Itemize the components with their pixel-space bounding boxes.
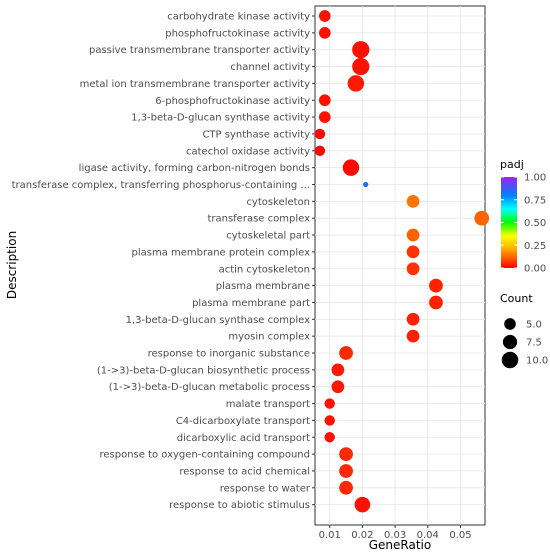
data-point (429, 278, 443, 293)
x-tick-label: 0.04 (417, 530, 439, 541)
data-point (352, 41, 370, 59)
data-point (318, 111, 331, 123)
data-point (318, 27, 331, 39)
size-legend-label: 10.0 (526, 356, 548, 367)
data-points (314, 10, 490, 513)
y-tick-label: plasma membrane (216, 281, 310, 292)
y-tick-label: 1,3-beta-D-glucan synthase activity (131, 113, 310, 124)
y-tick-label: cytoskeleton (246, 197, 310, 208)
y-tick-label: passive transmembrane transporter activi… (89, 45, 310, 56)
y-axis-title: Description (5, 231, 19, 299)
x-tick-label: 0.01 (319, 530, 341, 541)
y-tick-label: (1->3)-beta-D-glucan biosynthetic proces… (97, 365, 310, 376)
y-tick-label: CTP synthase activity (202, 129, 310, 140)
y-tick-label: malate transport (226, 399, 310, 410)
data-point (342, 159, 360, 176)
size-legend-dot (502, 334, 518, 350)
color-legend-tick-label: 0.75 (524, 195, 546, 206)
y-tick-label: C4-dicarboxylate transport (176, 416, 310, 427)
y-tick-label: ligase activity, forming carbon-nitrogen… (79, 163, 310, 174)
y-tick-label: actin cytoskeleton (219, 264, 310, 275)
data-point (318, 94, 331, 107)
y-tick-label: transferase complex, transferring phosph… (12, 180, 310, 191)
data-point (363, 181, 369, 188)
x-axis: 0.01 0.02 0.03 0.04 0.05 (319, 525, 472, 541)
data-point (314, 145, 326, 156)
data-point (339, 480, 353, 495)
y-tick-label: dicarboxylic acid transport (177, 433, 310, 444)
data-point (324, 432, 335, 443)
size-legend-dot (501, 351, 519, 369)
y-tick-label: response to inorganic substance (148, 349, 310, 360)
data-point (324, 415, 335, 426)
data-point (474, 210, 490, 226)
color-legend-bar (501, 177, 517, 268)
data-point (406, 194, 420, 208)
color-legend: padj 1.00 0.75 0.50 0.25 0.00 (500, 158, 546, 275)
y-tick-label: metal ion transmembrane transporter acti… (80, 79, 311, 90)
y-tick-label: catechol oxidase activity (186, 146, 310, 157)
y-tick-label: (1->3)-beta-D-glucan metabolic process (109, 382, 310, 393)
y-tick-label: transferase complex (207, 214, 310, 225)
grid-lines (315, 6, 485, 525)
data-point (406, 312, 420, 326)
y-tick-label: response to water (220, 483, 311, 494)
size-legend-label: 5.0 (526, 320, 542, 331)
x-tick-label: 0.05 (449, 530, 471, 541)
data-point (314, 128, 326, 140)
data-point (347, 75, 365, 92)
data-point (406, 329, 420, 343)
x-tick-label: 0.02 (351, 530, 373, 541)
y-axis: carbohydrate kinase activity phosphofruct… (12, 12, 315, 511)
x-tick-label: 0.03 (384, 530, 406, 541)
data-point (352, 57, 370, 76)
y-tick-label: myosin complex (228, 332, 310, 343)
y-tick-label: carbohydrate kinase activity (167, 12, 310, 23)
color-legend-title: padj (500, 158, 524, 171)
size-legend-items: 5.0 7.5 10.0 (501, 318, 548, 369)
y-tick-label: plasma membrane part (192, 298, 310, 309)
y-tick-label: response to acid chemical (179, 466, 310, 477)
data-point (354, 496, 371, 513)
y-tick-label: cytoskeletal part (226, 231, 310, 242)
y-tick-label: channel activity (230, 62, 310, 73)
data-point (406, 245, 420, 259)
data-point (429, 295, 443, 310)
data-point (339, 447, 353, 461)
data-point (331, 363, 345, 377)
color-legend-ticks: 1.00 0.75 0.50 0.25 0.00 (501, 173, 546, 275)
color-legend-tick-label: 0.00 (524, 264, 546, 275)
y-tick-label: phosphofructokinase activity (165, 28, 310, 39)
y-tick-label: 6-phosphofructokinase activity (155, 96, 310, 107)
y-tick-label: 1,3-beta-D-glucan synthase complex (126, 315, 310, 326)
x-axis-title: GeneRatio (369, 538, 431, 552)
y-tick-label: response to oxygen-containing compound (99, 450, 310, 461)
color-legend-tick-label: 0.50 (524, 218, 546, 229)
data-point (406, 262, 420, 276)
data-point (339, 464, 353, 478)
data-point (406, 228, 420, 242)
y-tick-label: response to abiotic stimulus (169, 500, 310, 511)
size-legend-label: 7.5 (526, 338, 542, 349)
data-point (339, 346, 353, 360)
data-point (324, 398, 335, 409)
color-legend-tick-label: 1.00 (524, 173, 546, 184)
plot-panel (314, 5, 486, 526)
data-point (331, 380, 345, 394)
y-tick-label: plasma membrane protein complex (131, 247, 310, 258)
data-point (318, 10, 331, 22)
size-legend-dot (504, 318, 516, 330)
size-legend-title: Count (500, 292, 533, 305)
size-legend: Count 5.0 7.5 10.0 (500, 292, 548, 369)
color-legend-tick-label: 0.25 (524, 241, 546, 252)
